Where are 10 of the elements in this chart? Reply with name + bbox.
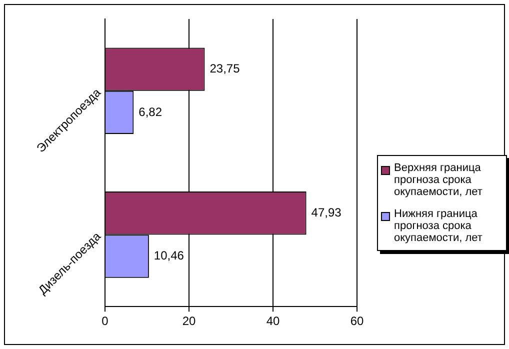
data-label: 23,75 <box>210 62 240 76</box>
data-label: 6,82 <box>138 104 162 119</box>
legend-label: Верхняя граница прогноза срока окупаемости, лет <box>394 162 484 198</box>
data-label: 10,46 <box>154 248 184 263</box>
x-tick-label: 60 <box>350 314 364 328</box>
x-tick-label: 40 <box>266 314 280 328</box>
x-tick-label: 0 <box>102 314 109 328</box>
x-tick-label: 20 <box>182 314 196 328</box>
data-label: 47,93 <box>311 205 342 220</box>
legend-label: Нижняя граница прогноза срока окупаемости, лет <box>394 208 484 244</box>
